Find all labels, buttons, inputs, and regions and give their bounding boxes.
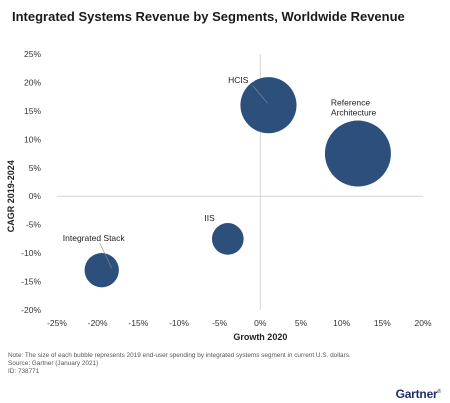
x-tick-label: 10% [333,318,350,328]
bubble-hcis [240,77,297,134]
y-tick-label: 25% [24,49,41,59]
y-tick-label: -10% [21,248,41,258]
leader-line [252,84,268,104]
bubble-iis [211,223,244,255]
y-tick-label: 15% [24,106,41,116]
x-axis-title: Growth 2020 [233,332,287,340]
bubble-chart: -25% -20% -15% -10% -5% 0% 5% 10% 15% 20% 25% 20% 15… [6,49,432,340]
y-tick-label: 0% [29,191,42,201]
y-tick-label: 5% [29,163,42,173]
x-tick-label: 15% [374,318,391,328]
y-tick-label: -15% [21,277,41,287]
x-tick-label: -20% [88,318,108,328]
x-tick-label: 0% [254,318,267,328]
x-tick-label: -15% [128,318,148,328]
leader-line [99,242,113,269]
y-tick-label: -5% [26,220,42,230]
y-axis-title: CAGR 2019-2024 [6,160,16,232]
x-tick-label: -5% [212,318,228,328]
y-tick-label: 10% [24,134,41,144]
x-tick-label: -10% [169,318,189,328]
x-tick-label: 5% [295,318,308,328]
chart-title: Integrated Systems Revenue by Segments, … [12,9,405,24]
bubble-label: IIS [204,213,215,223]
y-tick-label: -20% [21,305,41,315]
x-tick-label: -25% [47,318,67,328]
bubble-label: Integrated Stack [63,233,126,243]
y-tick-label: 20% [24,77,41,87]
gartner-logo: Gartner® [395,387,442,401]
chart-id: ID: 738771 [8,368,40,375]
bubble-label: Reference [331,98,370,108]
bubble-integrated-stack [84,253,119,288]
chart-note: Note: The size of each bubble represents… [8,352,351,359]
bubble-reference-architecture [324,120,391,187]
x-tick-label: 20% [414,318,431,328]
bubble-label: HCIS [228,75,249,85]
chart-source: Source: Gartner (January 2021) [8,360,99,367]
bubble-label: Architecture [331,108,377,118]
